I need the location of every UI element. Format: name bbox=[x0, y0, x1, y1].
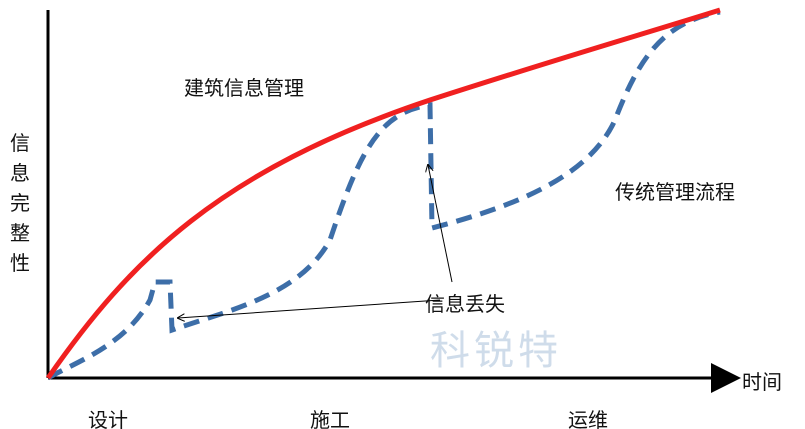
y-axis-label: 信息完整性 bbox=[10, 131, 30, 275]
x-axis-label: 时间 bbox=[742, 370, 782, 394]
loss-arrow bbox=[178, 299, 441, 318]
loss-arrow bbox=[428, 165, 453, 283]
watermark: 科锐特 bbox=[430, 328, 562, 374]
phase-label: 设计 bbox=[88, 408, 128, 429]
phase-label: 运维 bbox=[568, 408, 608, 429]
curve-label: 建筑信息管理 bbox=[184, 76, 304, 100]
phase-label: 施工 bbox=[310, 408, 350, 429]
curve-label: 传统管理流程 bbox=[615, 180, 735, 204]
annotation: 信息丢失 bbox=[425, 292, 505, 316]
traditional-curve bbox=[46, 9, 721, 381]
bim-curve bbox=[45, 7, 721, 380]
